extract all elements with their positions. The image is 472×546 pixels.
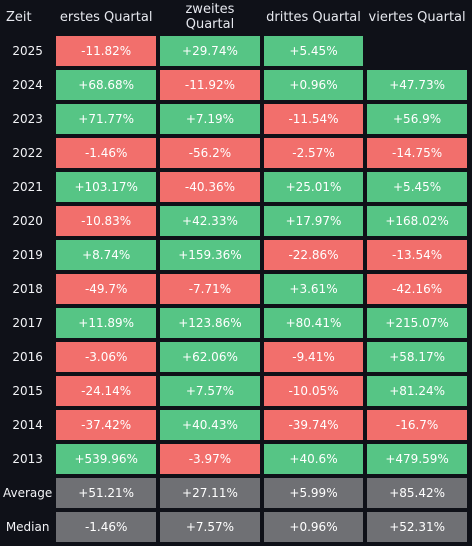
return-cell-q2: -56.2%	[160, 138, 260, 168]
return-cell-q3: +80.41%	[263, 308, 364, 338]
quarterly-returns-panel: Zeit erstes Quartal zweites Quartal drit…	[3, 2, 467, 542]
stats-cell-q3: +5.99%	[263, 478, 364, 508]
table-row: 2017 +11.89% +123.86% +80.41% +215.07%	[3, 308, 467, 338]
return-cell-q3: -2.57%	[263, 138, 364, 168]
row-year: 2024	[12, 78, 43, 92]
return-cell-q4: +56.9%	[367, 104, 467, 134]
stats-label: Median	[5, 520, 50, 534]
return-cell-q3: +0.96%	[263, 70, 364, 100]
return-cell-q1: +539.96%	[56, 444, 157, 474]
row-year: 2014	[12, 418, 43, 432]
stats-cell-q2: +7.57%	[160, 512, 260, 542]
return-cell-q2: +29.74%	[160, 36, 260, 66]
return-cell-q2: -3.97%	[160, 444, 260, 474]
header-q1[interactable]: erstes Quartal	[59, 9, 153, 25]
return-cell-q1: +68.68%	[56, 70, 157, 100]
return-cell-q4: +81.24%	[367, 376, 467, 406]
return-cell-q4: -16.7%	[367, 410, 467, 440]
stats-label: Average	[3, 486, 53, 500]
stats-cell-q1: -1.46%	[56, 512, 157, 542]
row-year: 2022	[12, 146, 43, 160]
return-cell-q1: -37.42%	[56, 410, 157, 440]
header-row: Zeit erstes Quartal zweites Quartal drit…	[3, 2, 467, 32]
stats-cell-q2: +27.11%	[160, 478, 260, 508]
stats-row-average: Average +51.21% +27.11% +5.99% +85.42%	[3, 478, 467, 508]
return-cell-q2: -40.36%	[160, 172, 260, 202]
return-cell-q3: -22.86%	[263, 240, 364, 270]
return-cell-q4: -42.16%	[367, 274, 467, 304]
return-cell-q4: +58.17%	[367, 342, 467, 372]
table-body: 2025 -11.82% +29.74% +5.45% 2024 +68.68% -11.9…	[3, 36, 467, 542]
return-cell-q3: -9.41%	[263, 342, 364, 372]
table-row: 2013 +539.96% -3.97% +40.6% +479.59%	[3, 444, 467, 474]
row-year: 2015	[12, 384, 43, 398]
row-year: 2023	[12, 112, 43, 126]
return-cell-q2: +7.19%	[160, 104, 260, 134]
header-q4[interactable]: viertes Quartal	[368, 9, 466, 25]
return-cell-q1: +8.74%	[56, 240, 157, 270]
table-row: 2014 -37.42% +40.43% -39.74% -16.7%	[3, 410, 467, 440]
return-cell-q3: +25.01%	[263, 172, 364, 202]
return-cell-q3: -11.54%	[263, 104, 364, 134]
return-cell-q1: -24.14%	[56, 376, 157, 406]
table-row: 2025 -11.82% +29.74% +5.45%	[3, 36, 467, 66]
stats-cell-q3: +0.96%	[263, 512, 364, 542]
return-cell-q4: -14.75%	[367, 138, 467, 168]
return-cell-q2: +62.06%	[160, 342, 260, 372]
table-row: 2021 +103.17% -40.36% +25.01% +5.45%	[3, 172, 467, 202]
return-cell-q1: -10.83%	[56, 206, 157, 236]
table-row: 2020 -10.83% +42.33% +17.97% +168.02%	[3, 206, 467, 236]
row-year: 2018	[12, 282, 43, 296]
return-cell-q4: +168.02%	[367, 206, 467, 236]
return-cell-q3: +3.61%	[263, 274, 364, 304]
return-cell-q3: -10.05%	[263, 376, 364, 406]
row-year: 2013	[12, 452, 43, 466]
return-cell-q4: +215.07%	[367, 308, 467, 338]
return-cell-q3: +5.45%	[263, 36, 364, 66]
stats-cell-q4: +85.42%	[367, 478, 467, 508]
return-cell-q2: +42.33%	[160, 206, 260, 236]
row-year: 2017	[12, 316, 43, 330]
table-row: 2022 -1.46% -56.2% -2.57% -14.75%	[3, 138, 467, 168]
table-row: 2024 +68.68% -11.92% +0.96% +47.73%	[3, 70, 467, 100]
return-cell-q2: +159.36%	[160, 240, 260, 270]
return-cell-q2: +123.86%	[160, 308, 260, 338]
row-year: 2025	[12, 44, 43, 58]
return-cell-q4: +47.73%	[367, 70, 467, 100]
table-row: 2019 +8.74% +159.36% -22.86% -13.54%	[3, 240, 467, 270]
return-cell-q4	[367, 36, 467, 66]
header-q3[interactable]: drittes Quartal	[266, 9, 361, 25]
table-row: 2015 -24.14% +7.57% -10.05% +81.24%	[3, 376, 467, 406]
return-cell-q1: -1.46%	[56, 138, 157, 168]
return-cell-q4: +479.59%	[367, 444, 467, 474]
return-cell-q2: -7.71%	[160, 274, 260, 304]
stats-cell-q1: +51.21%	[56, 478, 157, 508]
return-cell-q2: +40.43%	[160, 410, 260, 440]
table-row: 2023 +71.77% +7.19% -11.54% +56.9%	[3, 104, 467, 134]
return-cell-q2: +7.57%	[160, 376, 260, 406]
row-year: 2016	[12, 350, 43, 364]
return-cell-q4: -13.54%	[367, 240, 467, 270]
return-cell-q3: +40.6%	[263, 444, 364, 474]
return-cell-q3: -39.74%	[263, 410, 364, 440]
row-year: 2021	[12, 180, 43, 194]
header-zeit[interactable]: Zeit	[6, 9, 32, 25]
row-year: 2020	[12, 214, 43, 228]
return-cell-q1: -11.82%	[56, 36, 157, 66]
return-cell-q3: +17.97%	[263, 206, 364, 236]
stats-row-median: Median -1.46% +7.57% +0.96% +52.31%	[3, 512, 467, 542]
return-cell-q1: -49.7%	[56, 274, 157, 304]
return-cell-q1: -3.06%	[56, 342, 157, 372]
table-row: 2016 -3.06% +62.06% -9.41% +58.17%	[3, 342, 467, 372]
row-year: 2019	[12, 248, 43, 262]
return-cell-q4: +5.45%	[367, 172, 467, 202]
return-cell-q1: +11.89%	[56, 308, 157, 338]
return-cell-q2: -11.92%	[160, 70, 260, 100]
header-q2[interactable]: zweites Quartal	[185, 2, 235, 32]
return-cell-q1: +103.17%	[56, 172, 157, 202]
return-cell-q1: +71.77%	[56, 104, 157, 134]
stats-cell-q4: +52.31%	[367, 512, 467, 542]
table-row: 2018 -49.7% -7.71% +3.61% -42.16%	[3, 274, 467, 304]
